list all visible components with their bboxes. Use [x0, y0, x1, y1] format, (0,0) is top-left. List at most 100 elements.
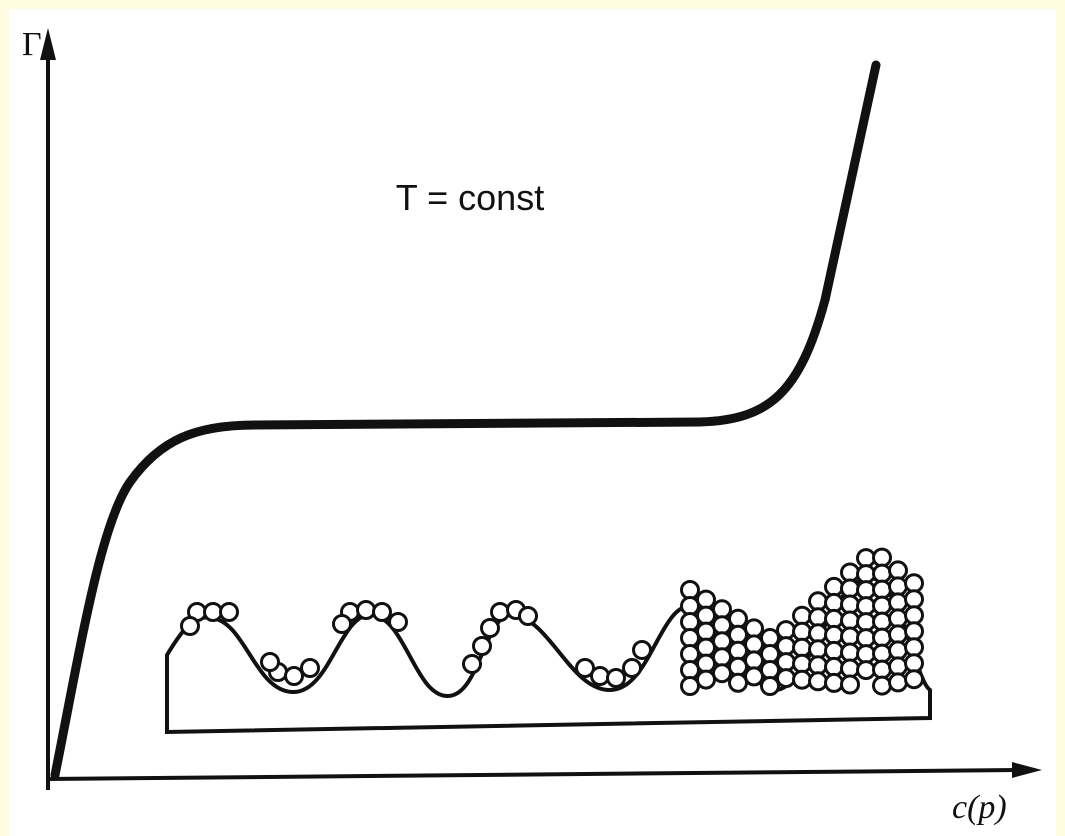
molecule — [890, 658, 907, 675]
molecule — [826, 674, 843, 691]
molecule — [762, 630, 779, 647]
molecule — [906, 591, 923, 608]
molecule — [698, 671, 715, 688]
molecule — [730, 674, 747, 691]
molecule — [826, 578, 843, 595]
molecule — [698, 623, 715, 640]
molecule — [874, 629, 891, 646]
molecule — [874, 549, 891, 566]
molecule — [334, 616, 351, 633]
molecule — [794, 671, 811, 688]
page: Γ T = const c(p) (() => { const data = J… — [0, 0, 1065, 836]
molecule — [794, 639, 811, 656]
molecule — [906, 623, 923, 640]
molecule — [794, 655, 811, 672]
molecule — [464, 656, 481, 673]
molecule — [842, 676, 859, 693]
molecule — [826, 594, 843, 611]
molecule — [520, 608, 537, 625]
diagram: Γ T = const c(p) — [0, 0, 1065, 836]
molecule — [858, 630, 875, 647]
molecule — [842, 660, 859, 677]
molecule — [826, 658, 843, 675]
molecule — [842, 612, 859, 629]
molecule — [746, 652, 763, 669]
molecule — [746, 668, 763, 685]
molecule — [794, 607, 811, 624]
molecule — [682, 598, 699, 615]
molecule — [358, 602, 375, 619]
molecule — [762, 662, 779, 679]
molecule — [858, 662, 875, 679]
molecule — [205, 604, 222, 621]
molecule — [634, 642, 651, 659]
molecule — [762, 678, 779, 695]
annotation: T = const — [396, 177, 544, 218]
molecule — [842, 564, 859, 581]
molecule — [730, 642, 747, 659]
molecule — [778, 638, 795, 655]
molecule — [762, 646, 779, 663]
molecule — [778, 654, 795, 671]
molecule — [842, 644, 859, 661]
molecule — [746, 636, 763, 653]
molecule — [592, 668, 609, 685]
molecule — [890, 610, 907, 627]
molecule — [698, 591, 715, 608]
molecule — [714, 665, 731, 682]
molecule — [474, 638, 491, 655]
molecule — [890, 562, 907, 579]
molecule — [698, 639, 715, 656]
molecule — [906, 639, 923, 656]
molecule — [714, 649, 731, 666]
molecule — [778, 670, 795, 687]
molecule — [262, 654, 279, 671]
x-axis-label: c(p) — [952, 789, 1007, 826]
molecule — [874, 677, 891, 694]
molecule — [858, 614, 875, 631]
molecule — [482, 620, 499, 637]
molecule — [890, 578, 907, 595]
molecule — [810, 593, 827, 610]
molecule — [624, 660, 641, 677]
molecule — [842, 596, 859, 613]
molecule — [826, 642, 843, 659]
molecule — [730, 610, 747, 627]
molecule — [374, 604, 391, 621]
molecule — [858, 582, 875, 599]
molecule — [890, 642, 907, 659]
molecule — [842, 580, 859, 597]
molecule — [874, 565, 891, 582]
molecule — [182, 618, 199, 635]
molecule — [810, 625, 827, 642]
molecule — [906, 607, 923, 624]
molecule — [826, 626, 843, 643]
molecule — [874, 581, 891, 598]
molecule — [826, 610, 843, 627]
molecule — [810, 609, 827, 626]
molecule — [858, 550, 875, 567]
molecule — [890, 594, 907, 611]
molecule — [390, 614, 407, 631]
molecule — [682, 646, 699, 663]
molecule — [608, 670, 625, 687]
molecule — [682, 582, 699, 599]
molecule — [810, 641, 827, 658]
molecule — [698, 655, 715, 672]
molecule — [890, 674, 907, 691]
molecule — [746, 620, 763, 637]
molecule — [858, 646, 875, 663]
molecule — [842, 628, 859, 645]
molecule — [714, 633, 731, 650]
molecule — [682, 678, 699, 695]
molecule — [730, 626, 747, 643]
molecule — [714, 601, 731, 618]
molecule — [492, 604, 509, 621]
molecule — [906, 655, 923, 672]
molecule — [874, 645, 891, 662]
molecule — [302, 660, 319, 677]
molecule — [906, 671, 923, 688]
molecule — [906, 575, 923, 592]
molecule — [730, 658, 747, 675]
molecule — [874, 597, 891, 614]
